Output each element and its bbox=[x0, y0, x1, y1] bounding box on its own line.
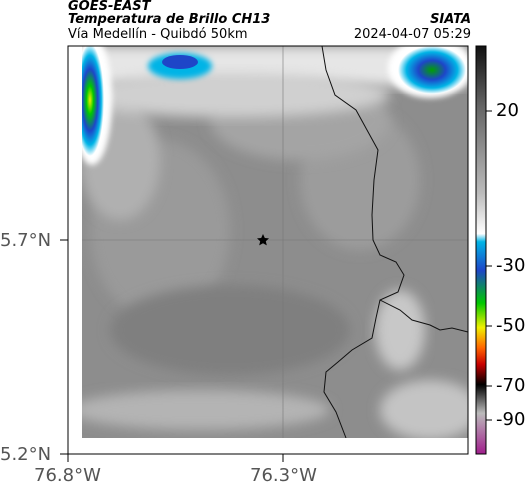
colorbar-tick-label: -30 bbox=[496, 255, 526, 276]
lat-tick-label: 5.2°N bbox=[0, 444, 52, 465]
border-line bbox=[379, 299, 468, 333]
colorbar-tick-label: -70 bbox=[496, 375, 526, 396]
colorbar-tick-label: 20 bbox=[496, 100, 519, 121]
lat-tick-label: 5.7°N bbox=[0, 230, 52, 251]
route-label: Vía Medellín - Quibdó 50km bbox=[68, 27, 248, 42]
product-title: Temperatura de Brillo CH13 bbox=[68, 12, 271, 27]
lon-tick-label: 76.8°W bbox=[34, 465, 101, 486]
lon-tick-label: 76.3°W bbox=[250, 465, 317, 486]
agency-label: SIATA bbox=[430, 12, 471, 27]
satellite-label: GOES-EAST bbox=[68, 0, 151, 14]
colorbar-tick-label: -90 bbox=[496, 409, 526, 430]
brightness-temperature-field bbox=[82, 46, 468, 438]
datetime-label: 2024-04-07 05:29 bbox=[353, 27, 471, 42]
colorbar bbox=[475, 45, 487, 455]
border-line bbox=[321, 46, 405, 438]
star-icon bbox=[257, 234, 269, 246]
colorbar-tick-label: -50 bbox=[496, 315, 526, 336]
